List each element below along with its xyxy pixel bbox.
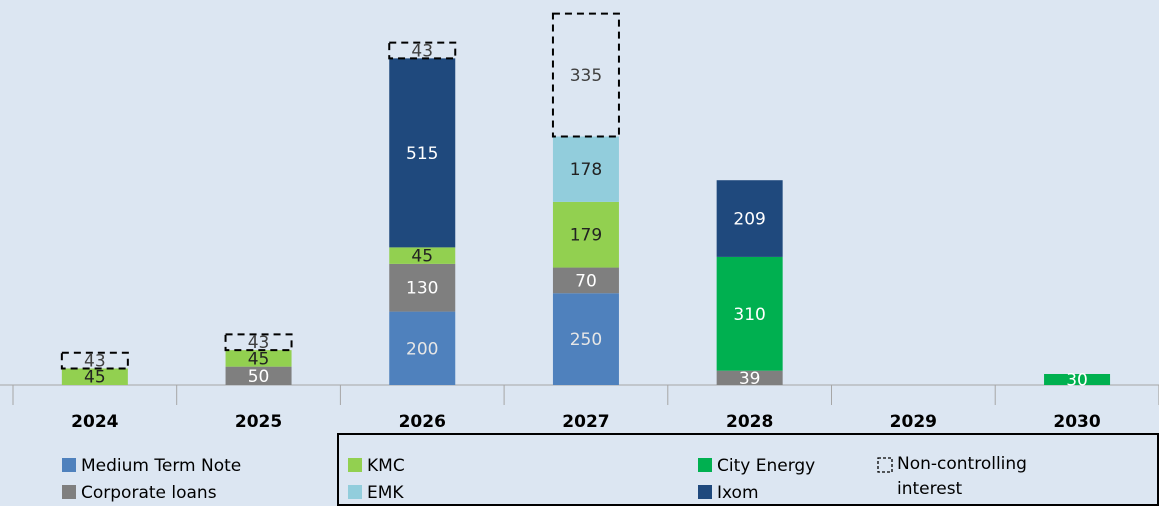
bar — [552, 136, 619, 202]
bar — [389, 247, 456, 264]
bar-dashed — [224, 333, 293, 352]
bar — [389, 263, 456, 312]
legend-label: City Energy — [717, 456, 815, 476]
x-tick-label: 2030 — [1053, 412, 1100, 432]
value-label: 335 — [570, 66, 602, 86]
legend-box — [337, 433, 1159, 506]
x-tick-label: 2028 — [726, 412, 773, 432]
value-label: 515 — [406, 144, 438, 164]
x-tick-label: 2027 — [562, 412, 609, 432]
value-label: 43 — [411, 41, 433, 61]
value-label: 250 — [570, 330, 602, 350]
value-label: 209 — [733, 210, 765, 230]
bar — [389, 58, 456, 248]
legend-marker — [62, 458, 76, 472]
value-label: 43 — [84, 352, 106, 372]
bar — [225, 350, 292, 367]
bar — [61, 368, 128, 385]
bar — [1044, 373, 1111, 385]
bar — [552, 293, 619, 385]
legend-label: KMC — [367, 456, 405, 476]
legend-marker — [698, 458, 712, 472]
value-label: 45 — [248, 349, 270, 369]
value-label: 310 — [733, 305, 765, 325]
bar-dashed — [551, 12, 620, 138]
bar-dashed — [60, 351, 129, 370]
bar — [716, 256, 783, 371]
bar — [716, 180, 783, 257]
x-tick-label: 2029 — [890, 412, 937, 432]
legend-item: Non-controlling interest — [897, 454, 1027, 499]
legend-label: Corporate loans — [81, 483, 217, 503]
value-label: 200 — [406, 339, 438, 359]
bar — [389, 311, 456, 385]
bar — [552, 201, 619, 268]
legend-label: Medium Term Note — [81, 456, 241, 476]
value-label: 70 — [575, 271, 597, 291]
legend-marker — [698, 485, 712, 499]
value-label: 39 — [739, 369, 761, 389]
legend-label: EMK — [367, 483, 404, 503]
value-label: 43 — [248, 333, 270, 353]
bar — [552, 267, 619, 294]
bar — [716, 370, 783, 385]
x-tick-label: 2024 — [71, 412, 118, 432]
value-label: 50 — [248, 367, 270, 387]
legend-marker — [348, 458, 362, 472]
bar — [225, 366, 292, 385]
value-label: 30 — [1066, 370, 1088, 390]
legend-marker — [877, 457, 893, 473]
value-label: 130 — [406, 279, 438, 299]
value-label: 178 — [570, 160, 602, 180]
legend-label: Ixom — [717, 483, 759, 503]
bar-dashed — [388, 41, 457, 60]
legend-label: Non-controlling interest — [897, 454, 1027, 499]
value-label: 179 — [570, 226, 602, 246]
legend-marker — [62, 485, 76, 499]
x-tick-label: 2026 — [399, 412, 446, 432]
legend-marker — [348, 485, 362, 499]
value-label: 45 — [411, 247, 433, 267]
x-tick-label: 2025 — [235, 412, 282, 432]
value-label: 45 — [84, 368, 106, 388]
